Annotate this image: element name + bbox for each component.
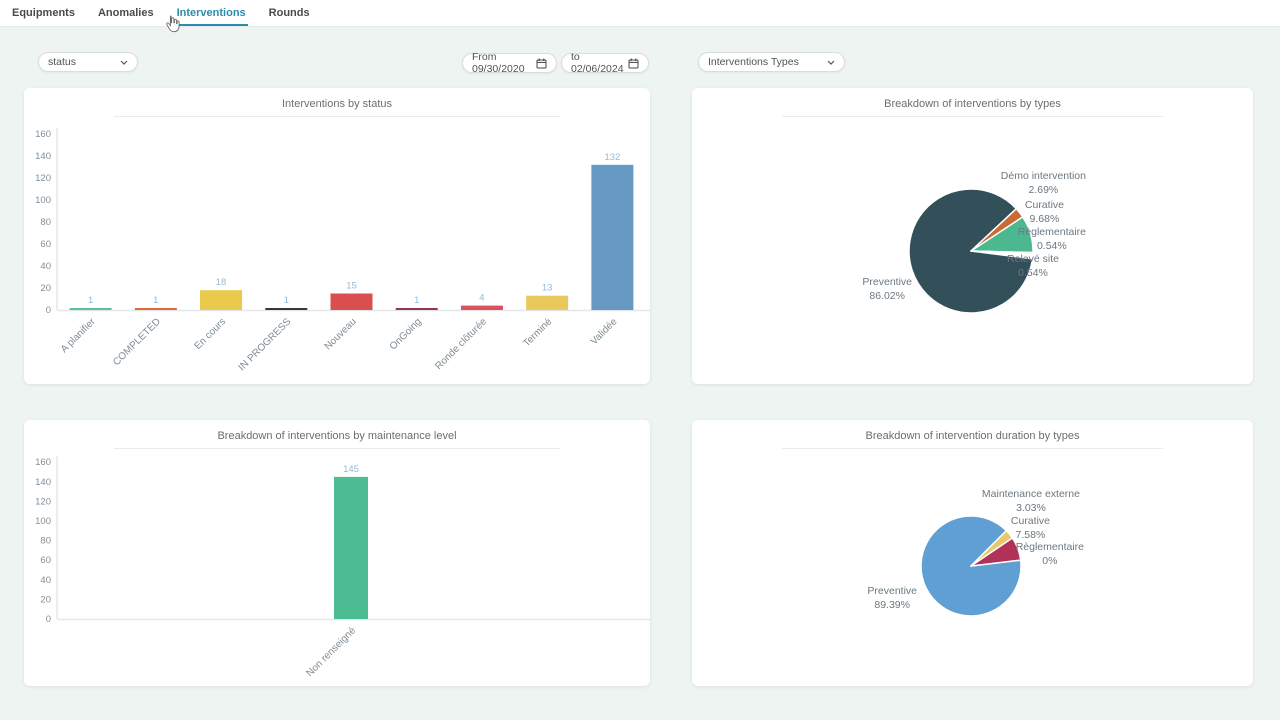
chart-title: Breakdown of interventions by maintenanc… bbox=[217, 430, 457, 442]
x-category-label: IN PROGRESS bbox=[236, 316, 293, 373]
bar-value-label: 1 bbox=[284, 295, 289, 306]
calendar-icon bbox=[628, 58, 639, 68]
x-category-label: OnGoing bbox=[388, 316, 424, 352]
pie-label-Maintenance externe: Maintenance externe 3.03% bbox=[981, 488, 1080, 514]
tab-equipments[interactable]: Equipments bbox=[12, 6, 75, 19]
pie-chart-interventions-by-types: Preventive 86.02% Démo intervention 2.69% Cu… bbox=[692, 88, 1253, 384]
title-separator bbox=[114, 448, 560, 449]
pie-chart-canvas bbox=[920, 515, 1022, 617]
pie-slice-Curative[interactable] bbox=[970, 537, 1022, 567]
pie-label-Règlementaire: Règlementaire 0% bbox=[1015, 541, 1084, 567]
date-to-value: to 02/06/2024 bbox=[571, 51, 624, 75]
interventions-types-dropdown[interactable]: Interventions Types bbox=[698, 52, 845, 72]
y-tick-label: 140 bbox=[35, 151, 51, 162]
bar-value-label: 18 bbox=[216, 277, 227, 288]
y-tick-label: 80 bbox=[40, 217, 51, 228]
bar-IN PROGRESS[interactable] bbox=[265, 308, 308, 310]
bar-value-label: 145 bbox=[343, 464, 359, 475]
bar-Validée[interactable] bbox=[591, 164, 634, 310]
pie-label-Règlementaire: Règlementaire 0.54% bbox=[1017, 226, 1086, 252]
chart-card-interventions-by-status: Interventions by status 0 20 40 60 80 100 120 1… bbox=[24, 88, 650, 384]
y-tick-label: 120 bbox=[35, 496, 51, 507]
bar-value-label: 1 bbox=[414, 295, 419, 306]
bar-value-label: 132 bbox=[604, 152, 620, 163]
bar-value-label: 15 bbox=[346, 281, 357, 292]
y-tick-label: 100 bbox=[35, 195, 51, 206]
pie-label-Curative: Curative 9.68% bbox=[1024, 199, 1064, 225]
pie-label-Démo intervention: Démo intervention 2.69% bbox=[1000, 170, 1086, 196]
y-tick-label: 120 bbox=[35, 173, 51, 184]
chart-card-duration-by-types: Breakdown of intervention duration by ty… bbox=[692, 420, 1253, 686]
bar-value-label: 13 bbox=[542, 283, 553, 294]
y-tick-label: 0 bbox=[46, 305, 51, 316]
y-tick-label: 40 bbox=[40, 261, 51, 272]
pie-chart-duration-by-types: Preventive 89.39% Maintenance externe 3.03%… bbox=[692, 420, 1253, 686]
bar-value-label: 1 bbox=[88, 295, 93, 306]
bar-Terminé[interactable] bbox=[526, 295, 569, 310]
tab-anomalies[interactable]: Anomalies bbox=[97, 6, 154, 19]
bar-chart-maintenance-level: 0 20 40 60 80 100 120 140 160 145 Non renseigné bbox=[24, 420, 650, 686]
y-tick-label: 160 bbox=[35, 457, 51, 468]
y-tick-label: 20 bbox=[40, 283, 51, 294]
x-category-label: COMPLETED bbox=[111, 316, 163, 368]
x-category-label: A planifier bbox=[59, 316, 98, 355]
x-category-label: Nouveau bbox=[323, 316, 359, 352]
chart-card-maintenance-level: Breakdown of interventions by maintenanc… bbox=[24, 420, 650, 686]
y-tick-label: 40 bbox=[40, 575, 51, 586]
bar-Ronde clôturée[interactable] bbox=[460, 305, 503, 310]
pie-label-Relevé site: Relevé site 0.54% bbox=[1007, 253, 1059, 279]
bar-chart-canvas: 0 20 40 60 80 100 120 140 160 1 A planifier 1 COMPLE… bbox=[35, 128, 650, 373]
chart-title: Breakdown of intervention duration by ty… bbox=[865, 430, 1080, 442]
bar-OnGoing[interactable] bbox=[395, 308, 438, 310]
chevron-down-icon bbox=[120, 60, 128, 65]
title-separator bbox=[782, 448, 1163, 449]
bar-value-label: 1 bbox=[153, 295, 158, 306]
interventions-types-label: Interventions Types bbox=[708, 56, 799, 68]
y-tick-label: 20 bbox=[40, 594, 51, 605]
pie-label-Preventive: Preventive 89.39% bbox=[867, 585, 917, 611]
y-tick-label: 60 bbox=[40, 555, 51, 566]
date-from-value: From 09/30/2020 bbox=[472, 51, 525, 75]
calendar-icon bbox=[536, 58, 547, 68]
x-category-label: Ronde clôturée bbox=[433, 316, 489, 372]
x-category-label: Non renseigné bbox=[304, 625, 358, 679]
status-filter-label: status bbox=[48, 56, 77, 68]
date-from-input[interactable]: From 09/30/2020 bbox=[462, 51, 557, 75]
chart-card-interventions-by-types: Breakdown of interventions by types Prev… bbox=[692, 88, 1253, 384]
title-separator bbox=[114, 116, 560, 117]
bar-Nouveau[interactable] bbox=[330, 293, 373, 311]
y-tick-label: 140 bbox=[35, 477, 51, 488]
bar-chart-interventions-by-status: 0 20 40 60 80 100 120 140 160 1 A planifier 1 COMPLE… bbox=[24, 88, 650, 384]
bar-Non renseigné[interactable] bbox=[334, 476, 368, 619]
status-filter-dropdown[interactable]: status bbox=[38, 52, 138, 72]
x-category-label: En cours bbox=[192, 316, 228, 352]
bar-value-label: 4 bbox=[479, 293, 484, 304]
x-category-label: Validée bbox=[589, 316, 620, 347]
tab-interventions[interactable]: Interventions bbox=[174, 1, 248, 26]
title-separator bbox=[782, 116, 1163, 117]
y-tick-label: 60 bbox=[40, 239, 51, 250]
pie-chart-canvas bbox=[908, 188, 1034, 314]
tab-rounds[interactable]: Rounds bbox=[268, 6, 310, 19]
pie-slice-Relevé site[interactable] bbox=[970, 250, 1034, 258]
chevron-down-icon bbox=[827, 60, 835, 65]
x-category-label: Terminé bbox=[521, 316, 554, 349]
bar-chart-canvas: 0 20 40 60 80 100 120 140 160 145 Non renseigné bbox=[35, 456, 650, 679]
y-tick-label: 80 bbox=[40, 536, 51, 547]
pie-label-Preventive: Preventive 86.02% bbox=[862, 276, 912, 302]
y-tick-label: 160 bbox=[35, 129, 51, 140]
chart-title: Breakdown of interventions by types bbox=[884, 98, 1061, 110]
chart-title: Interventions by status bbox=[281, 98, 393, 110]
date-to-input[interactable]: to 02/06/2024 bbox=[561, 51, 649, 75]
y-tick-label: 0 bbox=[46, 614, 51, 625]
pie-label-Curative: Curative 7.58% bbox=[1010, 515, 1050, 541]
tab-bar: Equipments Anomalies Interventions Rounds bbox=[0, 0, 1280, 27]
y-tick-label: 100 bbox=[35, 516, 51, 527]
bar-A planifier[interactable] bbox=[69, 308, 112, 310]
bar-En cours[interactable] bbox=[200, 290, 243, 310]
bar-COMPLETED[interactable] bbox=[134, 308, 177, 310]
